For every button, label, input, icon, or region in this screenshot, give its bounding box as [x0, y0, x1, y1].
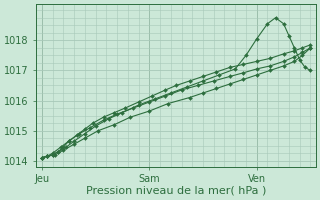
X-axis label: Pression niveau de la mer( hPa ): Pression niveau de la mer( hPa ) — [86, 186, 266, 196]
